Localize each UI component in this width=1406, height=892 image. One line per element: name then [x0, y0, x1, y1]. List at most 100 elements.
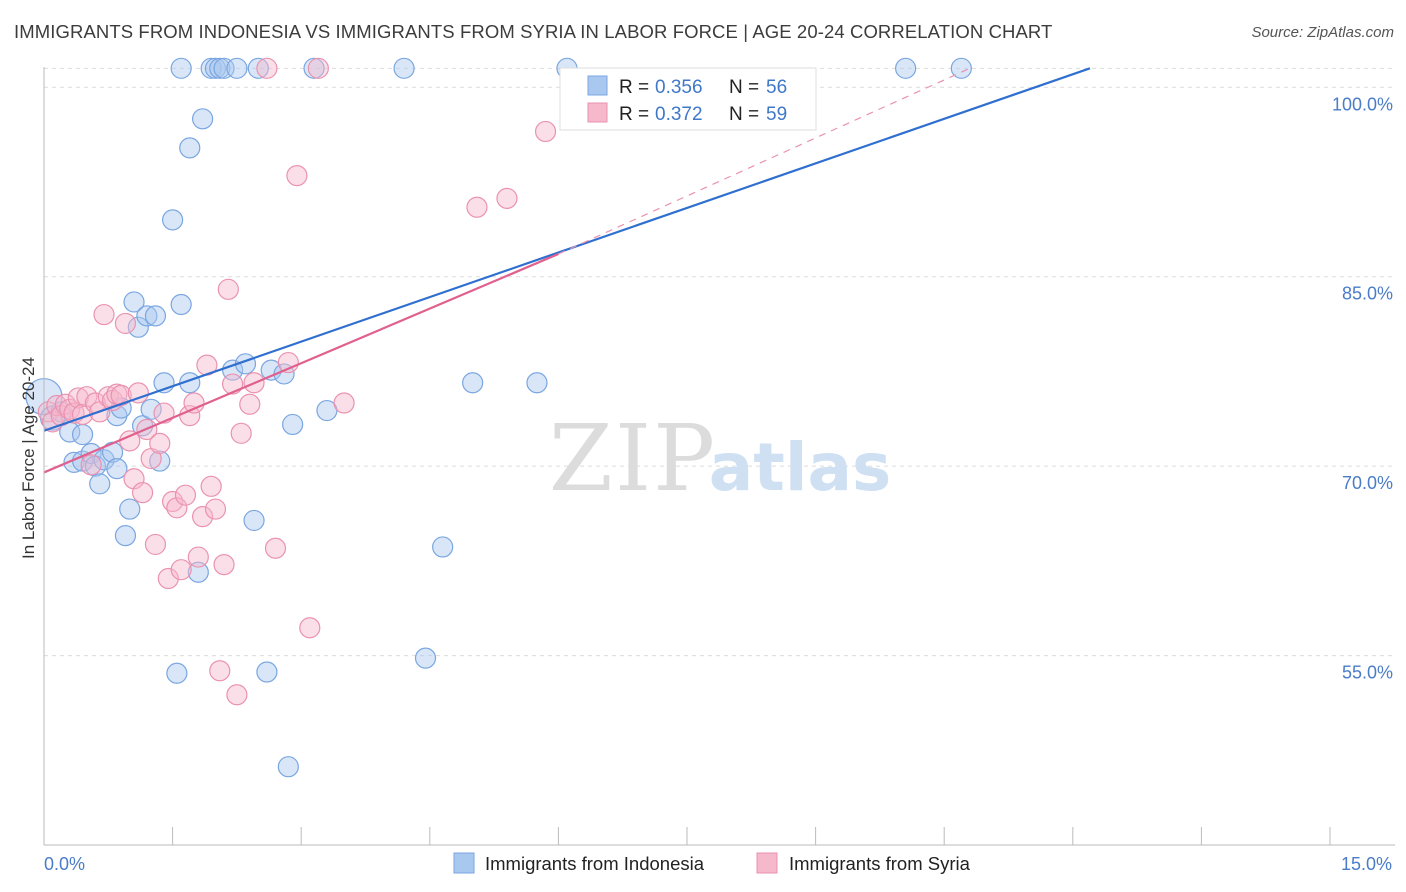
watermark-atlas: atlas: [709, 429, 892, 506]
point-indonesia-28: [170, 57, 192, 79]
point-syria-49: [264, 537, 287, 559]
point-syria-42: [217, 278, 239, 300]
point-indonesia-46: [282, 413, 304, 436]
point-syria-34: [183, 392, 205, 414]
point-indonesia-45: [277, 756, 299, 778]
point-syria-55: [466, 196, 488, 218]
point-indonesia-51: [432, 536, 454, 558]
y-axis-label: In Labor Force | Age 20-24: [19, 357, 38, 559]
point-indonesia-23: [149, 450, 171, 472]
point-syria-31: [170, 559, 192, 581]
point-indonesia-13: [106, 458, 128, 480]
bottom-legend-swatch-indonesia: [453, 852, 475, 874]
legend-r-label-syria: R =: [619, 104, 649, 125]
point-syria-54: [333, 392, 355, 414]
point-indonesia-42: [256, 661, 278, 683]
point-syria-57: [534, 120, 557, 143]
trend-line-syria: [43, 252, 559, 474]
legend-swatch-syria: [587, 102, 608, 123]
point-indonesia-36: [213, 57, 235, 79]
legend-n-value-syria: 59: [766, 104, 787, 125]
watermark-zip: ZIP: [549, 405, 717, 512]
point-indonesia-49: [393, 57, 415, 79]
point-syria-7: [67, 387, 89, 409]
legend-r-label-indonesia: R =: [619, 77, 649, 98]
legend-r-value-indonesia: 0.356: [655, 77, 703, 98]
points-layer: [25, 57, 972, 778]
y-tick-label-3: 100.0%: [1332, 94, 1393, 114]
bottom-legend-label-syria: Immigrants from Syria: [789, 853, 971, 874]
point-indonesia-55: [895, 57, 917, 79]
point-indonesia-25: [162, 209, 184, 231]
point-indonesia-38: [226, 57, 248, 79]
legend-n-value-indonesia: 56: [766, 77, 787, 98]
axis-layer: 55.0% 70.0% 85.0% 100.0%: [43, 67, 1395, 846]
point-indonesia-30: [179, 137, 201, 159]
point-syria-51: [286, 165, 308, 187]
point-syria-43: [222, 373, 244, 395]
point-indonesia-9: [89, 473, 111, 495]
point-indonesia-21: [140, 398, 162, 420]
point-indonesia-10: [93, 449, 115, 471]
legend-swatch-indonesia: [587, 75, 608, 96]
point-syria-5: [59, 398, 81, 420]
y-tick-label-2: 85.0%: [1342, 284, 1393, 304]
point-syria-44: [226, 684, 248, 706]
legend-n-label-syria: N =: [729, 104, 759, 125]
point-syria-13: [93, 303, 115, 326]
legend-n-label-indonesia: N =: [729, 77, 759, 98]
point-syria-36: [192, 506, 214, 528]
source-label: Source: ZipAtlas.com: [1251, 24, 1394, 41]
point-indonesia-27: [170, 293, 192, 316]
point-indonesia-52: [462, 372, 484, 394]
y-tick-label-1: 70.0%: [1342, 473, 1393, 493]
point-syria-10: [80, 454, 102, 476]
point-syria-17: [110, 384, 132, 407]
point-indonesia-40: [243, 509, 265, 532]
point-syria-22: [131, 482, 154, 504]
bottom-legend-swatch-syria: [756, 852, 778, 874]
point-syria-45: [230, 422, 252, 444]
point-syria-21: [127, 382, 149, 404]
point-syria-53: [307, 57, 329, 79]
point-indonesia-16: [119, 498, 141, 520]
point-syria-25: [144, 533, 167, 556]
trend-layer: [43, 67, 1091, 474]
bottom-legend: Immigrants from Indonesia Immigrants fro…: [453, 852, 971, 874]
y-tick-label-0: 55.0%: [1342, 663, 1393, 683]
point-indonesia-32: [192, 108, 214, 130]
point-syria-27: [153, 402, 175, 424]
point-syria-9: [76, 386, 98, 408]
trend-line-indonesia: [43, 67, 1091, 432]
point-syria-39: [204, 498, 227, 520]
point-indonesia-50: [414, 647, 437, 669]
x-tick-label-max: 15.0%: [1341, 854, 1392, 874]
legend-r-value-syria: 0.372: [655, 104, 703, 125]
point-indonesia-22: [144, 305, 167, 327]
point-syria-18: [114, 312, 137, 335]
point-indonesia-15: [114, 524, 137, 547]
point-indonesia-56: [950, 57, 972, 79]
point-syria-41: [213, 554, 235, 576]
legend: R = 0.356 N = 56 R = 0.372 N = 59: [559, 67, 817, 131]
point-indonesia-31: [187, 561, 209, 583]
point-syria-29: [162, 490, 184, 513]
x-tick-label-min: 0.0%: [44, 854, 85, 874]
point-indonesia-17: [123, 291, 145, 313]
point-syria-38: [200, 475, 222, 497]
bottom-legend-label-indonesia: Immigrants from Indonesia: [485, 853, 705, 874]
point-syria-32: [174, 484, 197, 506]
point-syria-26: [149, 432, 171, 454]
point-indonesia-41: [247, 57, 269, 79]
chart-title: IMMIGRANTS FROM INDONESIA VS IMMIGRANTS …: [14, 21, 1053, 42]
point-indonesia-53: [526, 372, 548, 394]
point-syria-46: [239, 393, 261, 415]
point-syria-35: [187, 546, 209, 568]
point-syria-56: [496, 187, 518, 209]
point-indonesia-20: [136, 305, 158, 327]
trend-extension-syria: [558, 67, 971, 255]
point-indonesia-18: [127, 316, 149, 338]
point-syria-40: [209, 660, 231, 682]
point-indonesia-26: [166, 662, 188, 684]
